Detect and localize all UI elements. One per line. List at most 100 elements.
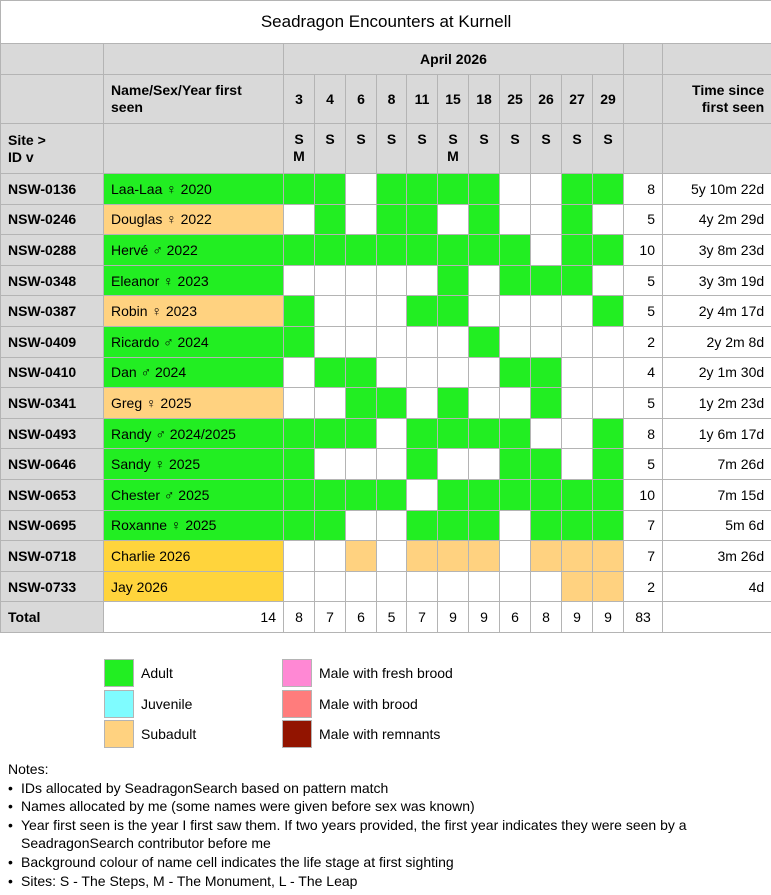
sighting-cell — [530, 295, 562, 327]
site-code-text: S — [417, 131, 427, 147]
sighting-cell — [592, 540, 624, 572]
site-code-text: S M — [293, 131, 305, 164]
seadragon-id: NSW-0410 — [0, 356, 104, 389]
site-code: S — [376, 123, 407, 174]
seadragon-id: NSW-0136 — [0, 173, 104, 205]
sighting-cell — [468, 356, 500, 389]
legend-item: Juvenile — [104, 690, 192, 718]
seadragon-id: NSW-0653 — [0, 478, 104, 511]
total-date-count: 8 — [530, 601, 562, 634]
site-name-blank — [103, 123, 284, 174]
count-blank — [623, 43, 663, 75]
time-since-first-seen: 5y 10m 22d — [661, 173, 771, 205]
note-item: • Year first seen is the year I first saw… — [8, 816, 768, 853]
table-row: NSW-0410 Dan ♂ 2024 4 2y 1m 30d — [0, 356, 771, 389]
sighting-cell — [345, 356, 377, 389]
sighting-cell — [345, 540, 377, 572]
sighting-cell — [499, 203, 531, 236]
sighting-cell — [530, 540, 562, 572]
corner-blank — [0, 43, 104, 75]
sighting-cell — [283, 509, 315, 542]
table-row: NSW-0136 Laa-Laa ♀ 2020 8 5y 10m 22d — [0, 173, 771, 205]
sighting-count: 5 — [623, 264, 663, 297]
time-since-first-seen: 2y 4m 17d — [661, 295, 771, 327]
sighting-count: 5 — [623, 203, 663, 236]
sighting-cell — [530, 387, 562, 419]
site-code-text: S — [386, 131, 397, 147]
site-code: S — [314, 123, 346, 174]
sighting-cell — [499, 478, 531, 511]
bullet-icon: • — [8, 779, 13, 796]
sighting-cell — [592, 478, 624, 511]
sighting-cell — [499, 295, 531, 327]
sighting-cell — [530, 448, 562, 480]
sighting-cell — [468, 448, 500, 480]
site-code-text: S — [510, 131, 520, 147]
table-row: NSW-0387 Robin ♀ 2023 5 2y 4m 17d — [0, 295, 771, 327]
seadragon-name: Hervé ♂ 2022 — [103, 234, 284, 266]
site-code: S — [561, 123, 593, 174]
sighting-cell — [345, 295, 377, 327]
time-since-first-seen: 4y 2m 29d — [661, 203, 771, 236]
sighting-cell — [345, 570, 377, 603]
sighting-cell — [437, 540, 469, 572]
name-header: Name/Sex/Year first seen — [103, 74, 284, 124]
sighting-cell — [437, 356, 469, 389]
legend-item: Male with fresh brood — [282, 659, 453, 687]
sighting-cell — [376, 264, 407, 297]
table-row: NSW-0409 Ricardo ♂ 2024 2 2y 2m 8d — [0, 325, 771, 358]
total-date-count: 9 — [592, 601, 624, 634]
seadragon-id: NSW-0348 — [0, 264, 104, 297]
table-row: NSW-0246 Douglas ♀ 2022 5 4y 2m 29d — [0, 203, 771, 236]
sighting-cell — [406, 417, 438, 450]
sighting-cell — [406, 295, 438, 327]
sighting-cell — [499, 570, 531, 603]
site-code-text: S — [356, 131, 366, 147]
sighting-cell — [468, 570, 500, 603]
sighting-cell — [561, 417, 593, 450]
sighting-cell — [561, 387, 593, 419]
sighting-cell — [376, 509, 407, 542]
bullet-icon: • — [8, 798, 13, 815]
seadragon-id: NSW-0718 — [0, 540, 104, 572]
sighting-cell — [561, 203, 593, 236]
legend-label: Subadult — [141, 726, 197, 742]
note-item: • Sites: S - The Steps, M - The Monument,… — [8, 872, 768, 891]
sighting-cell — [406, 234, 438, 266]
sighting-cell — [530, 570, 562, 603]
legend-label: Male with fresh brood — [319, 665, 453, 681]
note-text: Year first seen is the year I first saw … — [21, 816, 687, 852]
time-since-first-seen: 3y 8m 23d — [661, 234, 771, 266]
table-row: NSW-0348 Eleanor ♀ 2023 5 3y 3m 19d — [0, 264, 771, 297]
sighting-cell — [406, 570, 438, 603]
time-since-first-seen: 3m 26d — [661, 540, 771, 572]
sighting-cell — [314, 325, 346, 358]
table-row: NSW-0288 Hervé ♂ 2022 10 3y 8m 23d — [0, 234, 771, 266]
site-code: S — [406, 123, 438, 174]
sighting-cell — [283, 387, 315, 419]
sighting-cell — [437, 478, 469, 511]
sighting-cell — [499, 356, 531, 389]
table-row: NSW-0493 Randy ♂ 2024/2025 8 1y 6m 17d — [0, 417, 771, 450]
note-item: • IDs allocated by SeadragonSearch based … — [8, 779, 768, 798]
sighting-cell — [592, 387, 624, 419]
site-code: S — [530, 123, 562, 174]
seadragon-id: NSW-0409 — [0, 325, 104, 358]
legend-label: Adult — [141, 665, 173, 681]
sighting-cell — [530, 417, 562, 450]
total-date-count: 6 — [345, 601, 377, 634]
table-row: NSW-0653 Chester ♂ 2025 10 7m 15d — [0, 478, 771, 511]
table-row: NSW-0733 Jay 2026 2 4d — [0, 570, 771, 603]
sighting-cell — [406, 264, 438, 297]
sighting-cell — [406, 448, 438, 480]
legend-label: Juvenile — [141, 696, 193, 712]
sighting-cell — [592, 356, 624, 389]
sighting-cell — [314, 264, 346, 297]
total-date-count: 9 — [561, 601, 593, 634]
time-since-first-seen: 1y 2m 23d — [661, 387, 771, 419]
sighting-count: 7 — [623, 509, 663, 542]
sighting-cell — [376, 417, 407, 450]
sighting-cell — [437, 234, 469, 266]
sighting-cell — [530, 234, 562, 266]
seadragon-name: Jay 2026 — [103, 570, 284, 603]
